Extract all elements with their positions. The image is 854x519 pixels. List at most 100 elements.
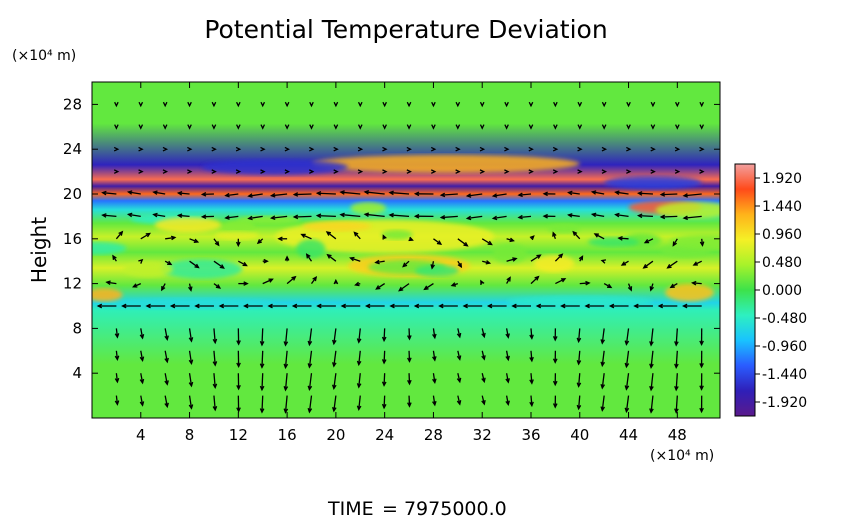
field-patch (533, 255, 575, 273)
wind-vector-head (331, 384, 337, 391)
wind-vector (286, 276, 296, 285)
wind-vector-head (162, 169, 169, 174)
wind-vector-head (567, 190, 573, 196)
wind-vector-head (331, 406, 337, 413)
wind-vector (505, 350, 509, 360)
wind-vector-head (211, 169, 217, 174)
field-patch (123, 261, 173, 278)
wind-vector-head (636, 191, 643, 196)
wind-vector (225, 193, 239, 197)
wind-vector-head (528, 146, 534, 152)
field-patch (302, 221, 372, 232)
wind-vector-head (600, 339, 606, 345)
wind-vector-head (536, 254, 542, 259)
wind-vector-head (577, 169, 583, 174)
wind-vector-head (567, 213, 573, 218)
wind-vector (615, 191, 629, 195)
wind-vector-head (485, 260, 492, 265)
wind-vector-head (284, 146, 291, 152)
wind-vector (308, 350, 313, 368)
wind-vector-head (114, 124, 119, 130)
x-tick-label: 36 (521, 426, 540, 444)
wind-vector (383, 395, 386, 408)
wind-vector (284, 373, 288, 391)
wind-vector-head (269, 193, 276, 198)
wind-vector (577, 373, 581, 387)
wind-vector (284, 328, 288, 346)
wind-vector-head (188, 381, 194, 388)
wind-vector-head (456, 355, 462, 361)
wind-vector-head (432, 333, 437, 340)
wind-vector-head (284, 255, 290, 261)
wind-vector-head (504, 124, 509, 130)
x-tick-label: 12 (229, 426, 248, 444)
field-patch (492, 243, 528, 264)
wind-vector (554, 253, 563, 262)
wind-vector-head (243, 303, 249, 309)
wind-vector-head (162, 146, 169, 152)
wind-vector-head (188, 404, 194, 410)
wind-vector-head (552, 358, 558, 364)
wind-vector-head (436, 240, 443, 245)
wind-vector-head (354, 281, 360, 287)
wind-vector-head (699, 363, 704, 369)
wind-vector-head (315, 213, 322, 219)
wind-vector-head (292, 192, 299, 197)
wind-vector-head (479, 124, 485, 130)
wind-vector-head (479, 101, 485, 108)
wind-vector (178, 214, 190, 218)
wind-vector (592, 191, 605, 195)
wind-vector-head (382, 146, 388, 152)
field-patch (655, 201, 720, 219)
wind-vector-head (674, 385, 679, 392)
wind-vector-head (624, 407, 630, 414)
wind-vector-head (333, 101, 339, 108)
wind-vector (301, 233, 312, 240)
wind-vector-head (121, 303, 127, 309)
wind-vector-head (381, 359, 387, 365)
wind-vector-head (552, 146, 559, 152)
wind-vector (625, 350, 630, 367)
wind-vector (340, 191, 361, 195)
wind-vector (383, 328, 386, 341)
wind-vector (433, 238, 442, 245)
wind-vector-head (309, 146, 315, 152)
wind-vector (140, 395, 144, 406)
wind-vector (481, 238, 492, 246)
wind-vector-head (263, 258, 269, 264)
field-patch (414, 265, 459, 277)
x-tick-label: 48 (668, 426, 687, 444)
field-patch (665, 283, 714, 302)
wind-vector (625, 373, 630, 390)
wind-vector-head (601, 101, 607, 108)
wind-vector-head (247, 215, 253, 221)
wind-vector-head (593, 233, 599, 238)
wind-vector (140, 350, 144, 361)
wind-vector-head (164, 335, 169, 341)
wind-vector-head (430, 146, 437, 152)
wind-vector-head (259, 385, 265, 392)
wind-vector-head (187, 169, 193, 174)
wind-vector-head (560, 303, 566, 309)
field-patch (587, 236, 640, 248)
wind-vector (577, 395, 581, 409)
wind-vector-head (188, 337, 194, 343)
field-patch (296, 239, 326, 259)
wind-vector-head (194, 303, 200, 309)
wind-vector (358, 328, 361, 343)
wind-vector (594, 233, 605, 240)
wind-vector-head (407, 357, 412, 363)
wind-vector-head (432, 378, 437, 385)
wind-vector-head (212, 405, 218, 412)
wind-vector (389, 214, 410, 218)
wind-vector-head (506, 276, 511, 282)
colorbar-label: -0.480 (762, 311, 807, 327)
wind-vector-head (528, 101, 534, 108)
wind-vector-head (162, 101, 168, 108)
wind-vector-head (528, 124, 534, 130)
wind-vector-head (145, 232, 151, 238)
y-unit-label: (×10⁴ m) (12, 48, 76, 64)
wind-vector-head (552, 403, 558, 409)
wind-vector-head (633, 303, 639, 309)
wind-vector (601, 395, 605, 411)
